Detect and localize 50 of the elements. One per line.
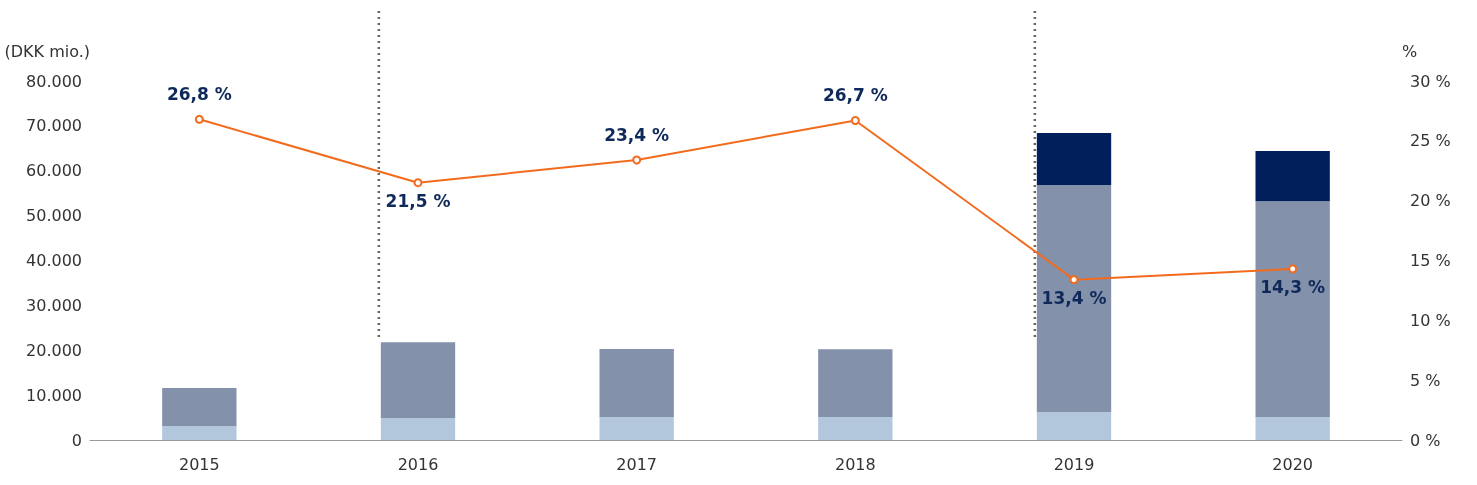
y-tick-label: 30.000 — [26, 295, 82, 315]
y2-tick-label: 25 % — [1410, 131, 1451, 151]
bar — [1255, 201, 1330, 418]
x-tick-label: 2019 — [1053, 454, 1095, 474]
y-tick-label: 0 — [71, 430, 82, 450]
y2-tick-label: 10 % — [1410, 310, 1451, 330]
bar — [1036, 185, 1112, 413]
data-label: 21,5 % — [385, 190, 451, 211]
point — [413, 178, 423, 188]
y-tick-label: 20.000 — [26, 340, 82, 360]
y-tick-label: 10.000 — [26, 385, 82, 405]
bar — [1036, 133, 1112, 186]
point — [850, 115, 860, 125]
point — [194, 114, 204, 124]
y-tick-label: 80.000 — [26, 71, 82, 91]
y-tick-label: 50.000 — [26, 206, 82, 226]
bar — [162, 387, 237, 427]
y-tick-label: 40.000 — [26, 251, 82, 270]
y2-tick-label: 5 % — [1410, 370, 1441, 390]
bar — [1036, 412, 1112, 440]
bar — [1255, 151, 1330, 202]
x-tick-label: 2017 — [616, 454, 658, 474]
point — [632, 155, 642, 165]
point — [1069, 275, 1079, 285]
bar — [599, 348, 674, 418]
bar — [380, 342, 456, 419]
point — [1288, 264, 1298, 274]
y-tick-label: 70.000 — [26, 116, 82, 136]
y2-tick-label: 30 % — [1410, 71, 1451, 91]
y2-tick-label: 0 % — [1410, 430, 1441, 450]
data-label: 23,4 % — [604, 124, 670, 145]
y2-tick-label: 20 % — [1410, 191, 1451, 211]
y2-axis-title: % — [1402, 41, 1418, 61]
data-label: 26,7 % — [822, 85, 888, 106]
bar — [380, 418, 456, 440]
x-tick-label: 2016 — [397, 454, 439, 474]
bar — [599, 417, 674, 440]
data-label: 13,4 % — [1041, 287, 1107, 308]
data-label: 26,8 % — [166, 84, 232, 105]
y2-tick-label: 15 % — [1410, 251, 1451, 270]
x-tick-label: 2020 — [1272, 454, 1314, 474]
data-label: 14,3 % — [1260, 276, 1326, 297]
y-axis-title: (DKK mio.) — [4, 41, 90, 61]
bar — [1255, 417, 1330, 440]
bar — [162, 426, 237, 440]
x-tick-label: 2018 — [834, 454, 876, 474]
x-tick-label: 2015 — [178, 454, 220, 474]
bar — [818, 349, 893, 418]
y-tick-label: 60.000 — [26, 161, 82, 181]
bar — [818, 417, 893, 440]
